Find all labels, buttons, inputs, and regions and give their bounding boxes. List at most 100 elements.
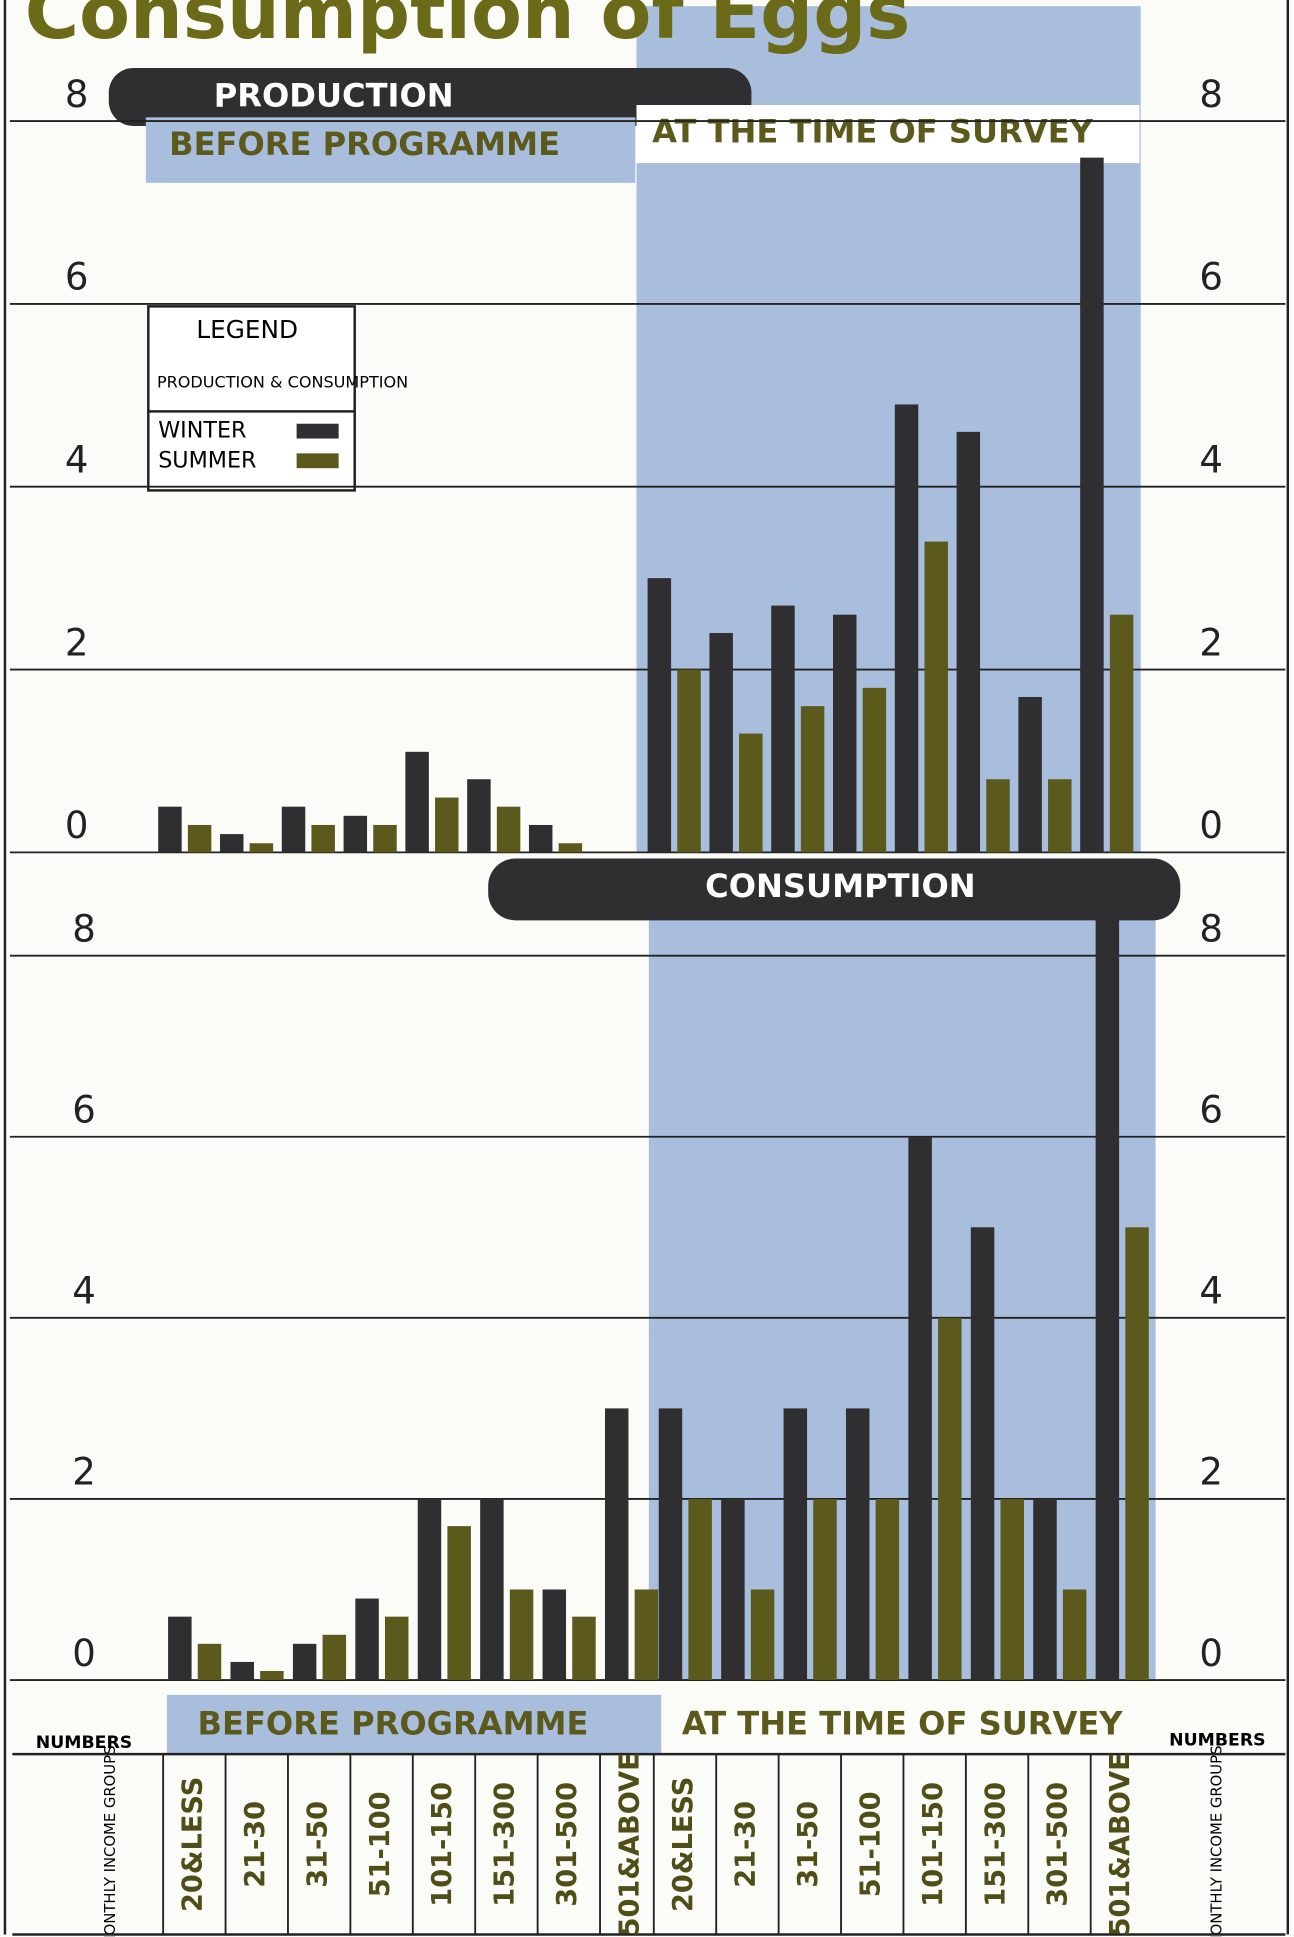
bar xyxy=(634,1589,659,1681)
consumption-band xyxy=(488,858,1181,921)
period-label: BEFORE PROGRAMME xyxy=(198,1705,589,1743)
x-tick-label: 151-300 xyxy=(490,1782,521,1907)
bar xyxy=(542,1589,567,1681)
bar xyxy=(908,1136,932,1681)
bar xyxy=(677,669,701,853)
bar xyxy=(435,797,459,853)
legend-label: SUMMER xyxy=(158,447,256,473)
x-tick-label: 51-100 xyxy=(855,1791,886,1897)
bar xyxy=(355,1598,379,1681)
x-tick-label: 21-30 xyxy=(240,1801,271,1888)
period-label: AT THE TIME OF SURVEY xyxy=(652,112,1093,150)
bar xyxy=(1080,157,1104,853)
y-tick-label: 0 xyxy=(1199,804,1223,847)
unit-label: NUMBERS xyxy=(1169,1731,1265,1751)
bar xyxy=(739,733,763,853)
bar xyxy=(187,824,212,853)
y-tick-label: 2 xyxy=(72,1451,96,1494)
bar xyxy=(311,824,335,853)
y-tick-label: 4 xyxy=(1199,1270,1223,1313)
bar xyxy=(924,541,948,853)
y-tick-label: 4 xyxy=(72,1270,96,1313)
bar xyxy=(373,824,397,853)
y-tick-label: 8 xyxy=(1199,73,1223,116)
bar xyxy=(467,779,491,853)
y-tick-label: 2 xyxy=(1199,621,1223,664)
x-tick-label: 301-500 xyxy=(1043,1782,1074,1907)
x-tick-label: 20&LESS xyxy=(178,1777,209,1912)
bar xyxy=(322,1634,347,1681)
bar xyxy=(1062,1589,1087,1681)
y-tick-label: 8 xyxy=(72,907,96,950)
bar xyxy=(343,815,368,853)
production-band xyxy=(108,67,752,127)
bar xyxy=(783,1408,808,1681)
bar xyxy=(168,1616,192,1681)
unit-label: NUMBERS xyxy=(36,1733,132,1753)
bar xyxy=(230,1661,254,1681)
chart-title: CONSUMPTION xyxy=(705,867,976,905)
bar xyxy=(384,1616,409,1681)
bar xyxy=(249,843,274,853)
bar xyxy=(862,687,887,853)
bar xyxy=(986,779,1010,853)
y-tick-label: 2 xyxy=(1199,1451,1223,1494)
bar xyxy=(956,431,981,853)
bar xyxy=(970,1227,995,1681)
x-tick-label: 101-150 xyxy=(427,1782,458,1907)
x-tick-label: 31-50 xyxy=(793,1801,824,1888)
bar xyxy=(405,751,429,853)
bar xyxy=(875,1498,900,1681)
y-tick-label: 2 xyxy=(65,621,89,664)
bar xyxy=(1018,696,1042,853)
bar xyxy=(281,806,306,853)
page-title: Consumption of Eggs xyxy=(25,0,911,56)
bar xyxy=(833,614,857,853)
bar xyxy=(658,1408,683,1681)
bar xyxy=(528,824,553,853)
legend-swatch xyxy=(296,423,339,439)
bar xyxy=(480,1498,504,1681)
y-tick-label: 6 xyxy=(72,1089,96,1132)
period-box xyxy=(636,105,1140,164)
x-tick-label: 101-150 xyxy=(918,1782,949,1907)
legend-label: WINTER xyxy=(158,418,246,444)
bar xyxy=(558,843,583,853)
chart-title: PRODUCTION xyxy=(214,77,454,115)
bar xyxy=(771,605,795,853)
x-tick-label: 21-30 xyxy=(731,1801,762,1888)
bar xyxy=(1125,1227,1149,1681)
bar xyxy=(688,1498,712,1681)
y-tick-label: 8 xyxy=(1199,907,1223,950)
x-tick-label: 151-300 xyxy=(980,1782,1011,1907)
legend-subtitle: PRODUCTION & CONSUMPTION xyxy=(157,372,408,391)
bar xyxy=(158,806,182,853)
bar xyxy=(260,1670,284,1681)
bar xyxy=(1000,1498,1024,1681)
x-axis-label: MONTHLY INCOME GROUPS xyxy=(102,1746,119,1937)
bar xyxy=(197,1643,222,1681)
bar xyxy=(292,1643,317,1681)
x-tick-label: 301-500 xyxy=(552,1782,583,1907)
x-tick-label: 51-100 xyxy=(365,1791,396,1897)
y-tick-label: 0 xyxy=(1199,1632,1223,1675)
x-axis-label: MONTHLY INCOME GROUPS xyxy=(1208,1746,1225,1937)
bar xyxy=(1109,614,1134,853)
y-tick-label: 4 xyxy=(65,439,89,482)
bar xyxy=(709,632,733,853)
period-box xyxy=(145,117,636,183)
bar xyxy=(647,578,672,853)
period-label: BEFORE PROGRAMME xyxy=(169,125,560,163)
bar xyxy=(417,1498,442,1681)
bar xyxy=(845,1408,870,1681)
bar xyxy=(604,1408,629,1681)
y-tick-label: 0 xyxy=(65,804,89,847)
bar xyxy=(750,1589,775,1681)
y-tick-label: 0 xyxy=(72,1632,96,1675)
x-tick-label: 31-50 xyxy=(302,1801,333,1888)
bar xyxy=(1033,1498,1057,1681)
bar xyxy=(721,1498,745,1681)
bar xyxy=(572,1616,596,1681)
bar xyxy=(496,806,521,853)
